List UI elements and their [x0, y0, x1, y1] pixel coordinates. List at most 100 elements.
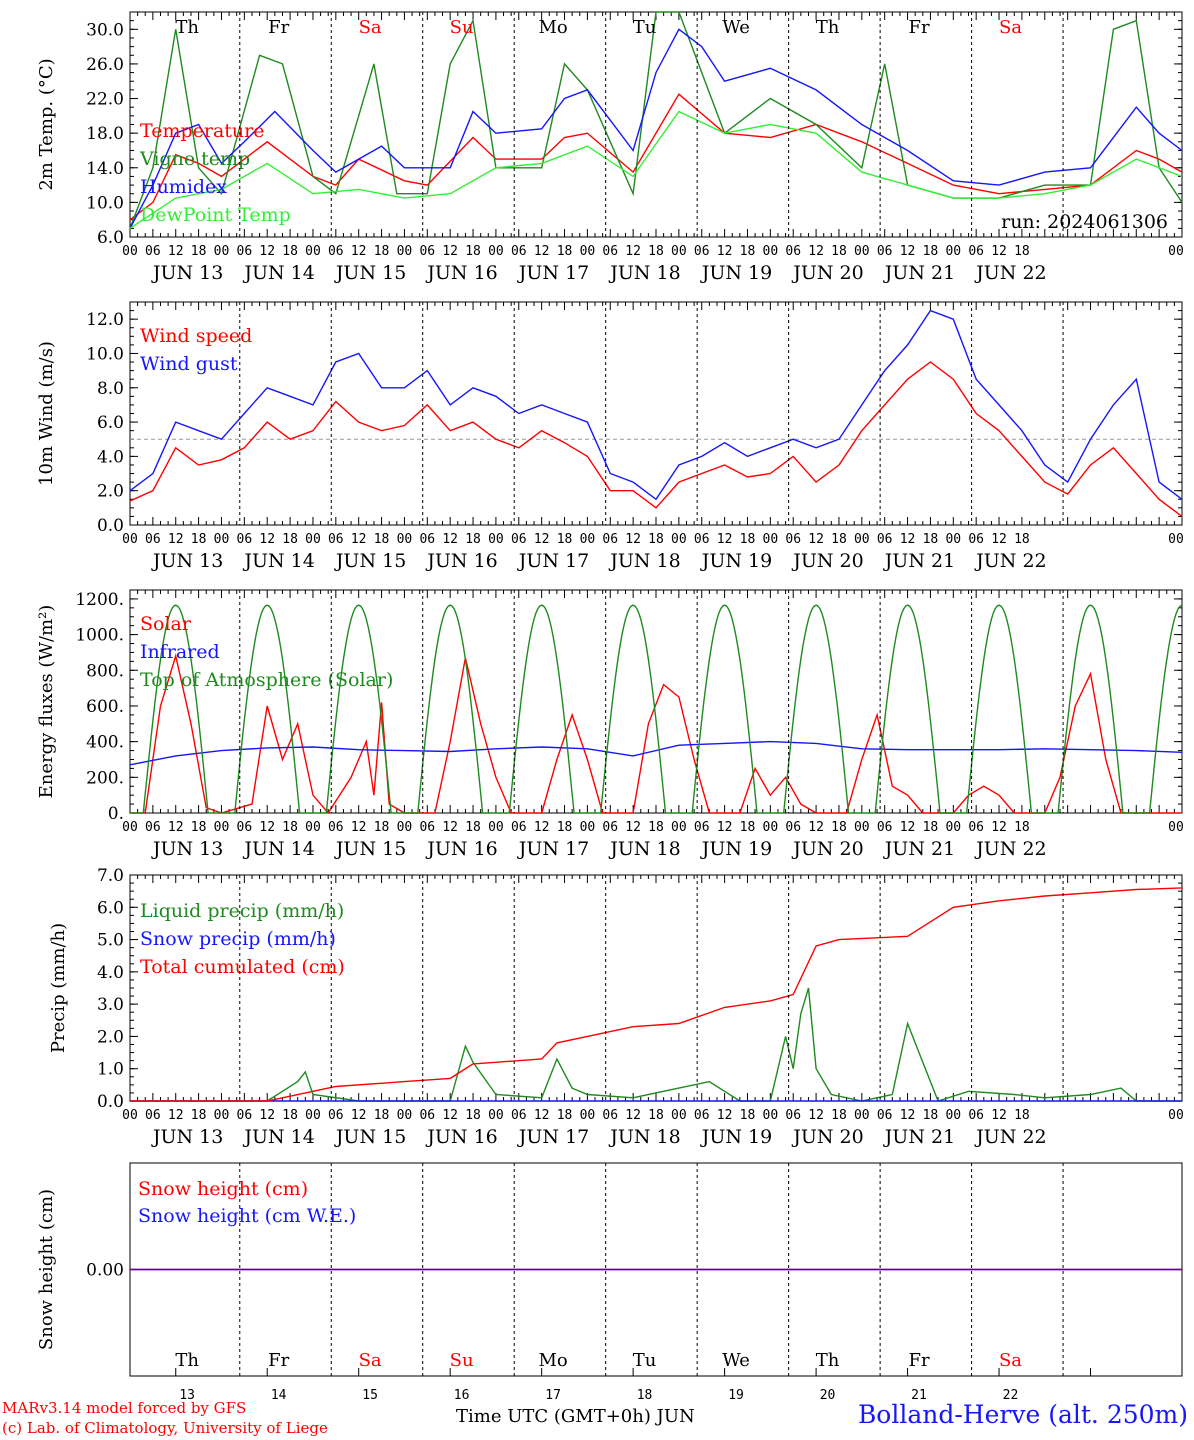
- legend-entry: Temperature: [140, 120, 264, 142]
- hour-tick-label: 12: [534, 820, 550, 835]
- hour-tick-label: 00: [763, 820, 779, 835]
- hour-tick-label: 12: [991, 1108, 1007, 1123]
- series-line-wind-gust: [129, 309, 1183, 501]
- hour-tick-label: 18: [1014, 532, 1030, 547]
- hour-tick-label: 18: [648, 1108, 664, 1123]
- hour-tick-label: 00: [305, 532, 321, 547]
- hour-tick-label: 06: [968, 1108, 984, 1123]
- hour-tick-label: 00: [214, 244, 230, 259]
- hour-tick-label: 06: [694, 244, 710, 259]
- legend-entry: Wind gust: [140, 353, 238, 375]
- hour-tick-label: 12: [168, 244, 184, 259]
- legend-entry: Liquid precip (mm/h): [140, 900, 344, 922]
- hour-tick-label: 06: [785, 1108, 801, 1123]
- hour-tick-label: 00: [671, 1108, 687, 1123]
- series-line-dewpoint-temp: [129, 110, 1183, 229]
- legend-entry: Snow height (cm): [138, 1178, 308, 1200]
- day-label: JUN 20: [791, 262, 863, 284]
- hour-tick-label: 06: [602, 244, 618, 259]
- hour-tick-label: 00: [305, 244, 321, 259]
- y-tick-label: 2.0: [97, 482, 124, 502]
- day-number-label: 16: [454, 1388, 470, 1403]
- y-tick-label: 1000.: [75, 626, 124, 646]
- hour-tick-label: 00: [945, 820, 961, 835]
- hour-tick-label: 12: [259, 1108, 275, 1123]
- series-line-temperature: [129, 93, 1183, 221]
- footer-model: MARv3.14 model forced by GFS: [2, 1399, 247, 1417]
- y-tick-label: 10.0: [86, 193, 124, 213]
- weekday-label: Th: [175, 1350, 199, 1371]
- day-label: JUN 20: [791, 1126, 863, 1148]
- day-label: JUN 22: [974, 262, 1046, 284]
- y-tick-label: 1.0: [97, 1060, 124, 1080]
- hour-tick-label: 18: [191, 532, 207, 547]
- y-tick-label: 18.0: [86, 124, 124, 144]
- weekday-label: Sa: [359, 1350, 382, 1371]
- day-label: JUN 14: [242, 550, 314, 572]
- day-label: JUN 15: [334, 1126, 406, 1148]
- hour-tick-label: 00: [397, 532, 413, 547]
- hour-tick-label: 12: [351, 244, 367, 259]
- series-line-solar: [130, 653, 1182, 815]
- footer-lab: (c) Lab. of Climatology, University of L…: [2, 1419, 328, 1437]
- y-axis-label: Energy fluxes (W/m²): [36, 605, 57, 799]
- day-label: JUN 22: [974, 550, 1046, 572]
- hour-tick-label: 06: [602, 1108, 618, 1123]
- hour-tick-label: 18: [740, 820, 756, 835]
- hour-tick-label: 00: [305, 1108, 321, 1123]
- hour-tick-label: 12: [900, 244, 916, 259]
- hour-tick-label: 18: [191, 820, 207, 835]
- day-number-label: 17: [545, 1388, 561, 1403]
- hour-tick-label: 12: [259, 532, 275, 547]
- hour-tick-label: 06: [877, 1108, 893, 1123]
- hour-tick-label: 06: [328, 1108, 344, 1123]
- hour-tick-label: 06: [968, 244, 984, 259]
- hour-tick-label: 00: [945, 1108, 961, 1123]
- day-number-label: 13: [179, 1388, 195, 1403]
- weekday-label: Mo: [538, 17, 567, 38]
- hour-tick-label: 18: [648, 244, 664, 259]
- hour-tick-label: 18: [831, 244, 847, 259]
- series-line-total-cumulated-cm-: [130, 887, 1183, 1102]
- hour-tick-label: 12: [442, 820, 458, 835]
- day-label: JUN 22: [974, 1126, 1046, 1148]
- hour-tick-label: 12: [900, 532, 916, 547]
- hour-tick-label: 12: [351, 532, 367, 547]
- y-tick-label: 6.0: [97, 898, 124, 918]
- footer-time-label: Time UTC (GMT+0h) JUN: [456, 1406, 695, 1427]
- hour-tick-label: 12: [808, 1108, 824, 1123]
- day-label: JUN 19: [700, 262, 772, 284]
- day-label: JUN 18: [608, 262, 680, 284]
- day-number-label: 19: [728, 1388, 744, 1403]
- hour-tick-label: 00: [1168, 532, 1184, 547]
- hour-tick-label: 06: [877, 820, 893, 835]
- hour-tick-label: 18: [923, 244, 939, 259]
- y-tick-label: 3.0: [97, 995, 124, 1015]
- hour-tick-label: 12: [900, 820, 916, 835]
- hour-tick-label: 00: [580, 532, 596, 547]
- hour-tick-label: 12: [625, 532, 641, 547]
- hour-tick-label: 12: [259, 820, 275, 835]
- hour-tick-label: 00: [671, 532, 687, 547]
- y-tick-label: 600.: [86, 697, 124, 717]
- hour-tick-label: 06: [145, 1108, 161, 1123]
- y-tick-label: 1200.: [75, 590, 124, 610]
- hour-tick-label: 12: [900, 1108, 916, 1123]
- hour-tick-label: 06: [968, 532, 984, 547]
- legend-entry: Humidex: [140, 176, 227, 198]
- day-number-label: 20: [820, 1388, 836, 1403]
- hour-tick-label: 00: [488, 820, 504, 835]
- hour-tick-label: 12: [534, 1108, 550, 1123]
- y-tick-label: 10.0: [86, 344, 124, 364]
- hour-tick-label: 00: [1168, 820, 1184, 835]
- weekday-label: We: [722, 1350, 750, 1371]
- hour-tick-label: 00: [671, 244, 687, 259]
- day-label: JUN 13: [151, 550, 223, 572]
- hour-tick-label: 00: [580, 820, 596, 835]
- day-label: JUN 18: [608, 838, 680, 860]
- hour-tick-label: 18: [740, 1108, 756, 1123]
- time-axis-label: Time UTC (GMT+0h): [456, 1406, 651, 1427]
- hour-tick-label: 00: [1168, 1108, 1184, 1123]
- hour-tick-label: 00: [854, 1108, 870, 1123]
- day-label: JUN 20: [791, 838, 863, 860]
